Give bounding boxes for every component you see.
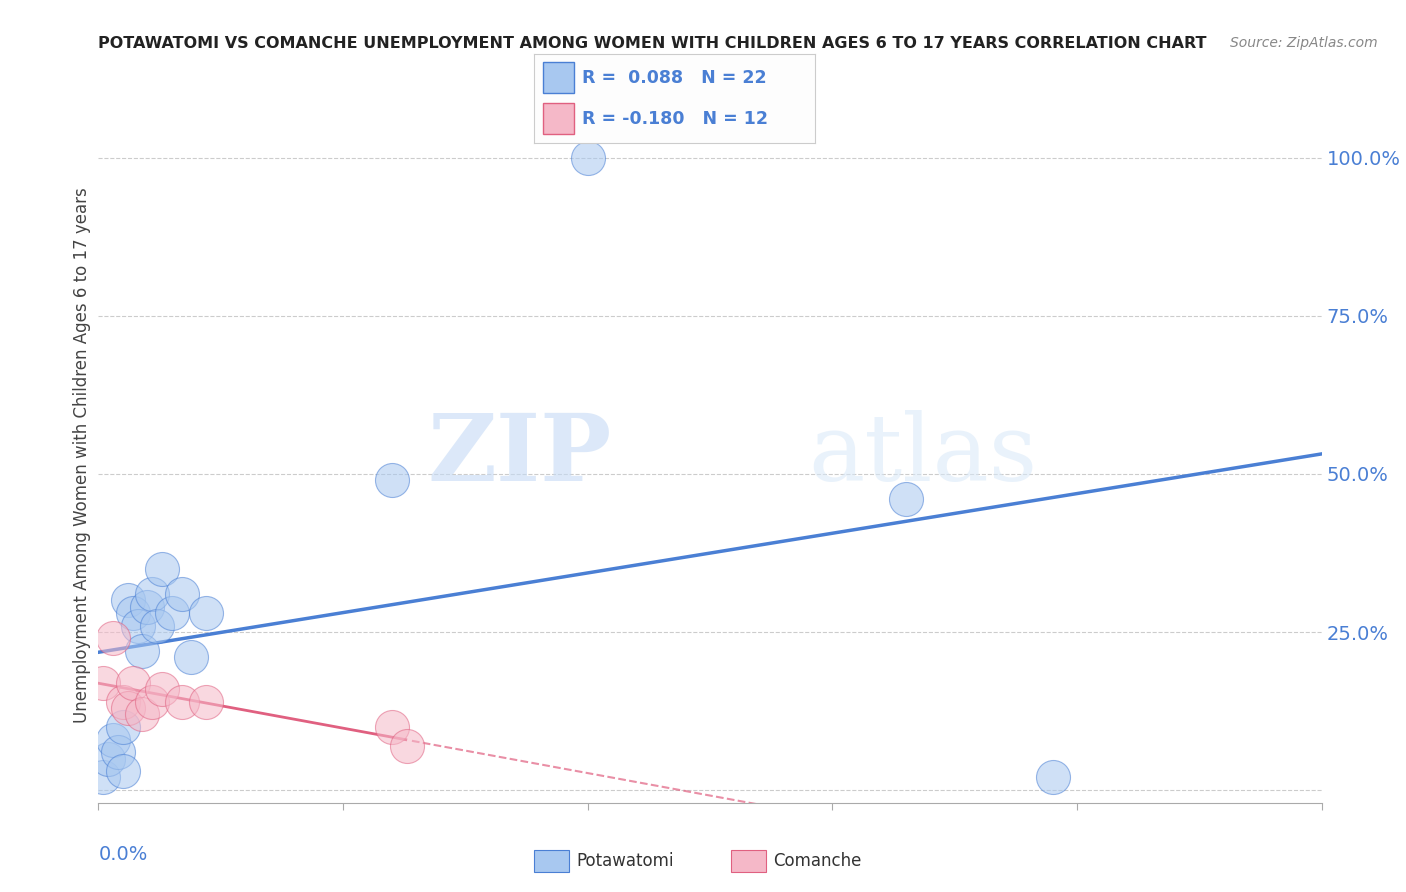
Point bbox=[136, 599, 159, 614]
Point bbox=[381, 473, 404, 487]
Point bbox=[107, 745, 129, 759]
Point bbox=[121, 606, 143, 620]
Point bbox=[160, 606, 183, 620]
Point bbox=[180, 650, 202, 665]
Point bbox=[131, 644, 153, 658]
Point bbox=[111, 764, 134, 779]
Text: 0.0%: 0.0% bbox=[98, 845, 148, 863]
Point bbox=[150, 562, 173, 576]
Point bbox=[127, 618, 149, 632]
Point bbox=[146, 618, 169, 632]
Point bbox=[1042, 771, 1064, 785]
Point bbox=[97, 751, 120, 765]
Point bbox=[170, 695, 193, 709]
Point bbox=[170, 587, 193, 601]
FancyBboxPatch shape bbox=[543, 103, 574, 134]
Text: Source: ZipAtlas.com: Source: ZipAtlas.com bbox=[1230, 36, 1378, 50]
Point bbox=[131, 707, 153, 722]
Point bbox=[117, 701, 139, 715]
Point bbox=[111, 720, 134, 734]
Point bbox=[395, 739, 418, 753]
Point bbox=[101, 632, 124, 646]
Text: ZIP: ZIP bbox=[427, 410, 612, 500]
FancyBboxPatch shape bbox=[543, 62, 574, 93]
Point bbox=[141, 587, 163, 601]
Text: atlas: atlas bbox=[808, 410, 1038, 500]
Point bbox=[894, 492, 917, 507]
Point bbox=[195, 695, 218, 709]
Point bbox=[91, 771, 114, 785]
Text: Comanche: Comanche bbox=[773, 852, 862, 870]
Point bbox=[101, 732, 124, 747]
Point bbox=[91, 675, 114, 690]
Point bbox=[381, 720, 404, 734]
Text: Potawatomi: Potawatomi bbox=[576, 852, 673, 870]
Point bbox=[117, 593, 139, 607]
Point bbox=[150, 681, 173, 696]
Text: R = -0.180   N = 12: R = -0.180 N = 12 bbox=[582, 110, 768, 128]
Point bbox=[141, 695, 163, 709]
Text: R =  0.088   N = 22: R = 0.088 N = 22 bbox=[582, 69, 766, 87]
Point bbox=[111, 695, 134, 709]
Point bbox=[121, 675, 143, 690]
Y-axis label: Unemployment Among Women with Children Ages 6 to 17 years: Unemployment Among Women with Children A… bbox=[73, 187, 91, 723]
Point bbox=[195, 606, 218, 620]
Point bbox=[576, 151, 599, 165]
Text: POTAWATOMI VS COMANCHE UNEMPLOYMENT AMONG WOMEN WITH CHILDREN AGES 6 TO 17 YEARS: POTAWATOMI VS COMANCHE UNEMPLOYMENT AMON… bbox=[98, 36, 1206, 51]
